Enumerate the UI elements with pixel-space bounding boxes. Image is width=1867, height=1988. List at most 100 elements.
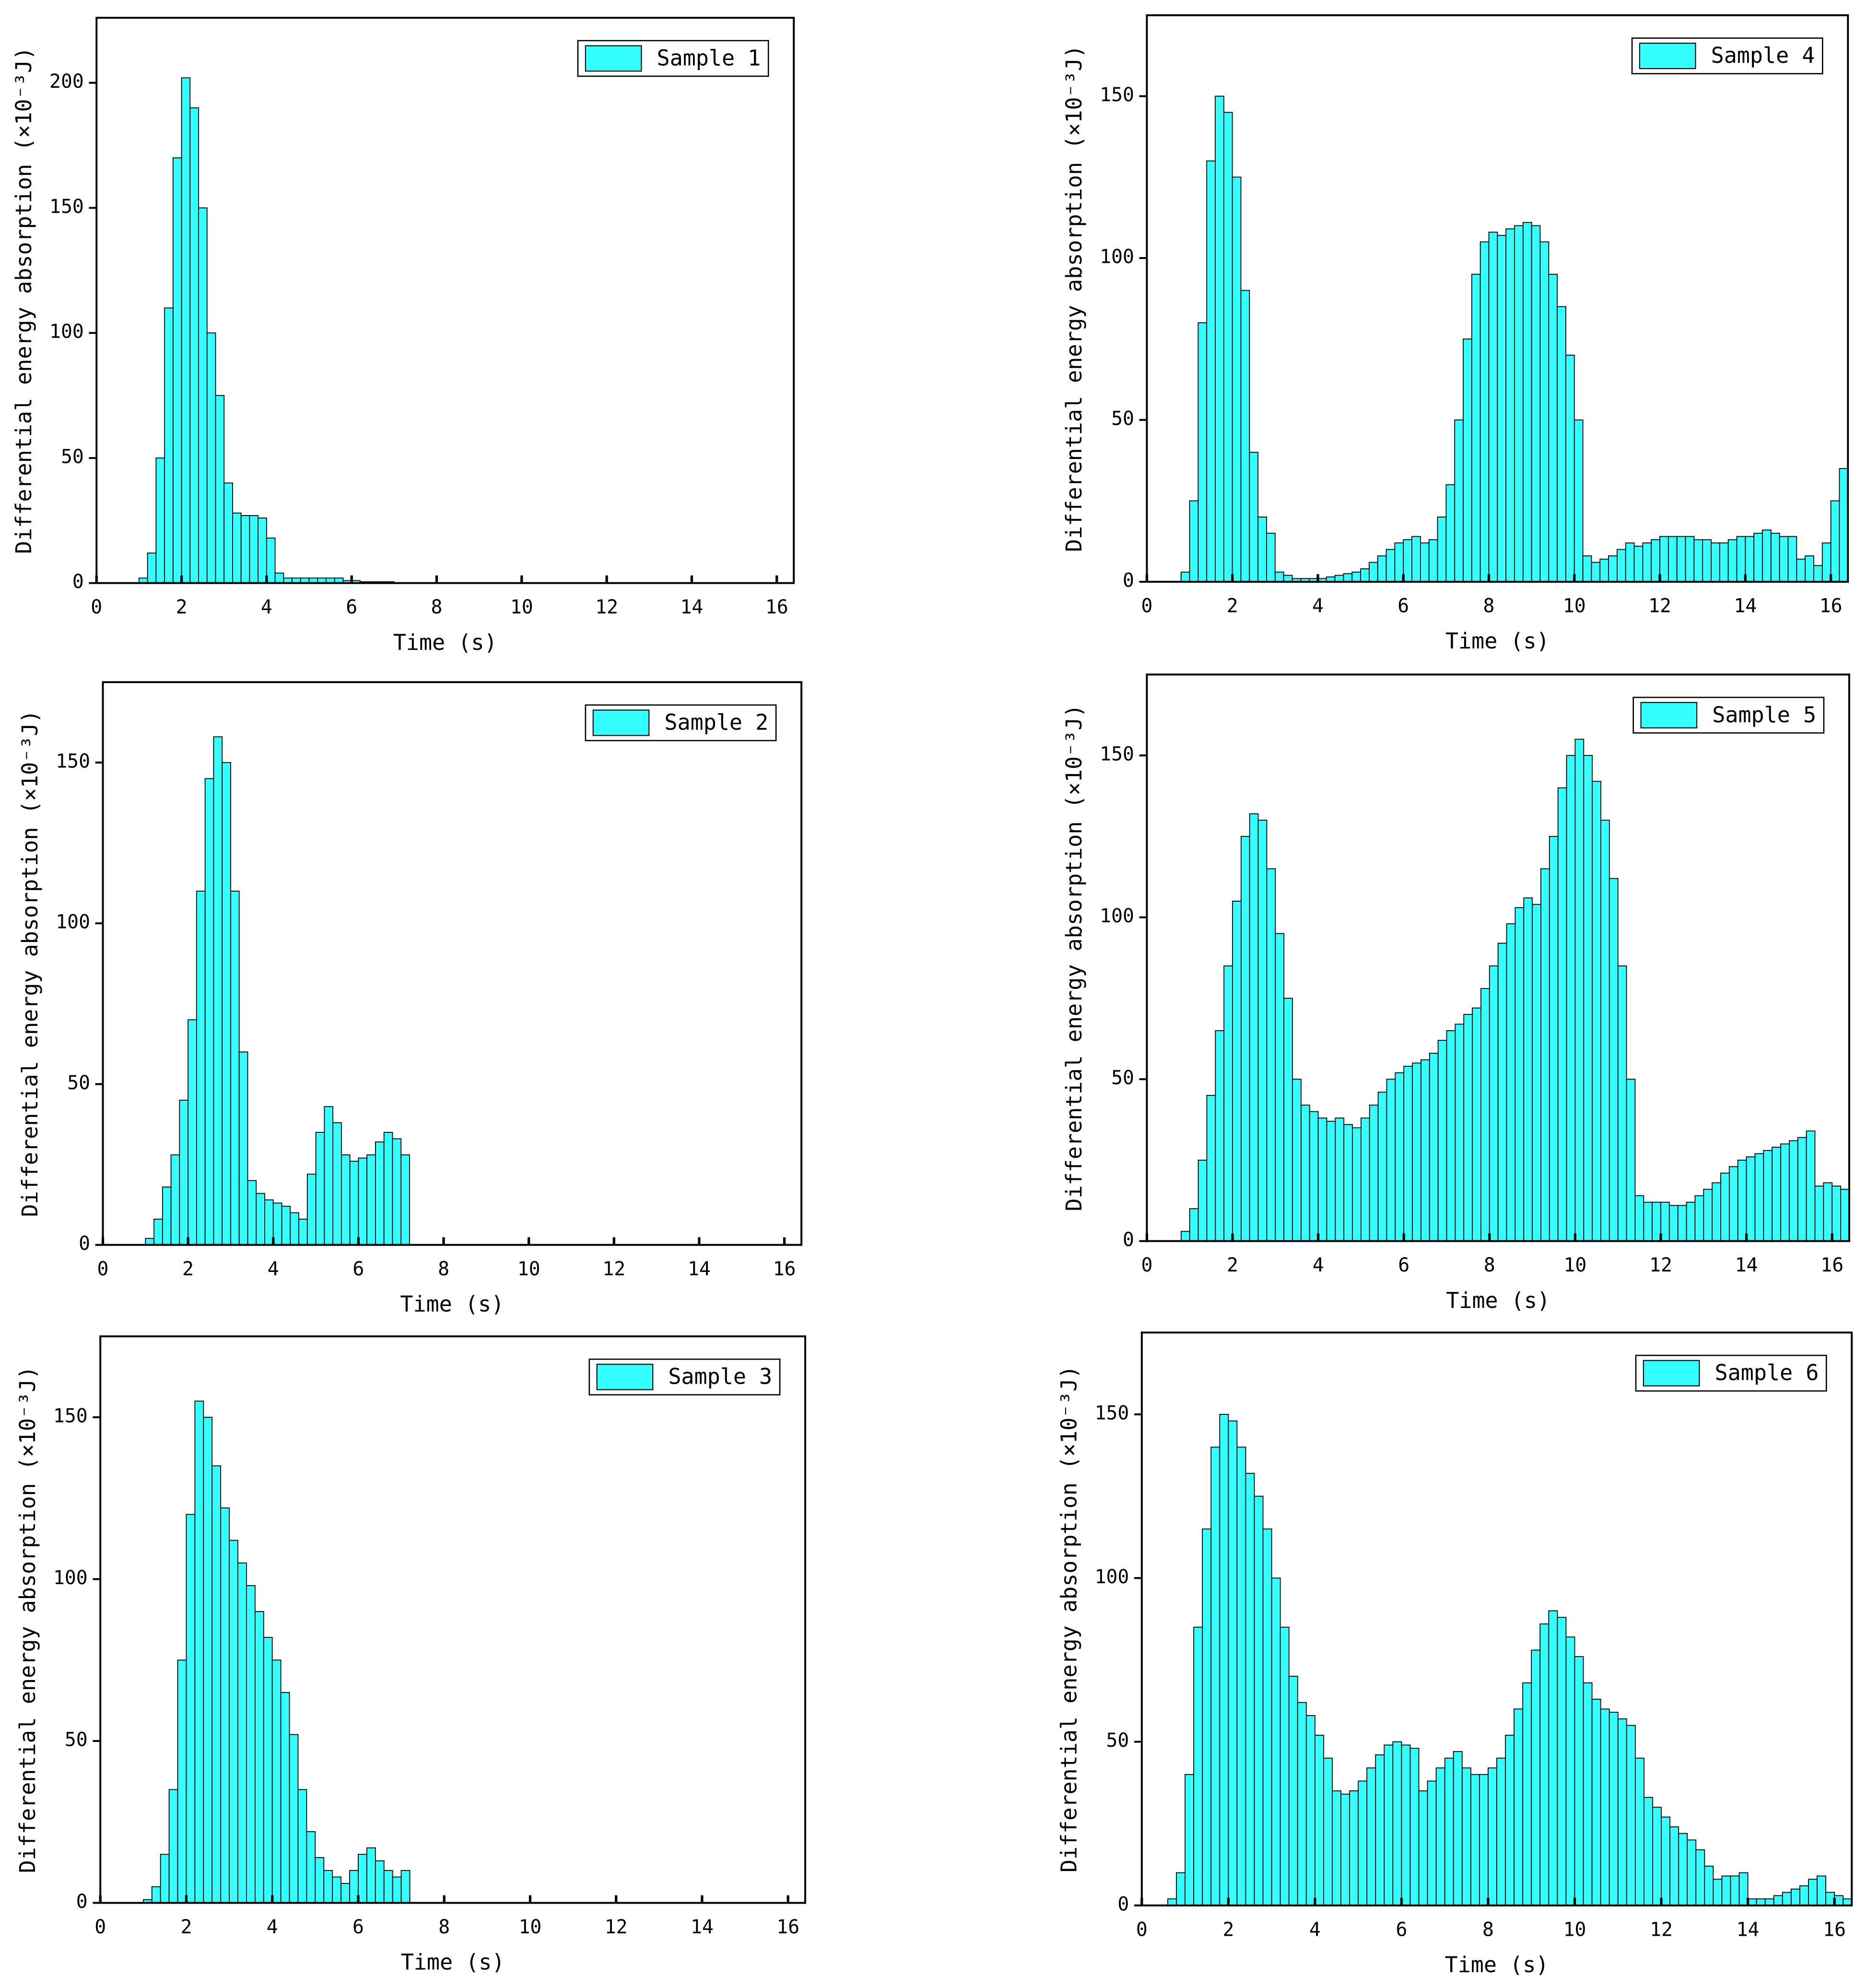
bar [1808, 1879, 1818, 1906]
bar [189, 107, 199, 584]
bar [1712, 1182, 1721, 1242]
bar [215, 395, 225, 584]
bar [1497, 235, 1507, 582]
bar [1349, 1790, 1359, 1906]
bar [1677, 1205, 1687, 1242]
bar [349, 1161, 359, 1246]
bar [1745, 536, 1755, 582]
x-tick-label: 8 [1483, 595, 1495, 617]
bar [1843, 1898, 1853, 1906]
bar [1753, 532, 1763, 582]
y-tick-label: 50 [67, 1072, 90, 1094]
y-axis-label: Differential energy absorption (×10⁻³J) [11, 47, 36, 554]
y-tick-label: 0 [76, 1891, 88, 1913]
bar [1763, 1150, 1773, 1242]
bar [1834, 1895, 1844, 1906]
x-tick-label: 10 [1563, 1918, 1586, 1941]
plot-frame [102, 681, 803, 1246]
bar [1409, 1748, 1420, 1906]
bar [1830, 500, 1840, 582]
x-tick-label: 0 [1141, 595, 1152, 617]
y-tick-label: 0 [1123, 1229, 1134, 1251]
bar [1180, 571, 1190, 582]
bar [392, 1138, 402, 1246]
bar [1659, 536, 1669, 582]
panel: 0 2 4 6 8 10 12 14 16 0 50 100 150 Time (s) Differenti… [15, 1335, 807, 1975]
bar [315, 1132, 325, 1246]
bar [254, 1611, 264, 1904]
bar [258, 518, 267, 584]
bar [1455, 1023, 1465, 1242]
bar [1300, 1105, 1310, 1242]
y-tick-label: 100 [1095, 1566, 1129, 1588]
plot-frame [95, 17, 795, 584]
bar [1369, 1105, 1379, 1242]
bar [332, 1876, 342, 1904]
bar [1608, 555, 1618, 582]
bar [1210, 1447, 1221, 1906]
y-tick-label: 100 [53, 1567, 88, 1589]
bar [1236, 1447, 1246, 1906]
panel: 0 2 4 6 8 10 12 14 16 0 50 100 150 200 Time (s) Differe… [11, 17, 795, 655]
bar [168, 1789, 178, 1904]
y-tick-label: 100 [1100, 246, 1134, 268]
bar [1386, 549, 1396, 582]
bar [213, 736, 223, 1246]
bar [1704, 1866, 1714, 1906]
bar [1738, 1872, 1749, 1906]
bar [1557, 787, 1567, 1242]
bar [1747, 1898, 1757, 1906]
bar [1799, 1885, 1809, 1906]
bar [1343, 1124, 1353, 1242]
legend-swatch [1639, 42, 1696, 70]
bar [1565, 1636, 1575, 1906]
bar [1206, 160, 1216, 582]
bar [1746, 1156, 1756, 1242]
x-tick-label: 6 [1396, 1918, 1407, 1941]
y-tick-label: 0 [72, 571, 84, 593]
bar [1232, 176, 1242, 582]
bar [1719, 542, 1729, 582]
bar [240, 515, 250, 584]
bar [1421, 1059, 1430, 1242]
bar [1782, 1892, 1792, 1906]
x-tick-label: 2 [176, 596, 188, 618]
bar [204, 778, 214, 1246]
x-tick-label: 2 [1227, 1254, 1238, 1276]
y-axis-label: Differential energy absorption (×10⁻³J) [1061, 705, 1087, 1212]
y-tick-label: 100 [56, 911, 90, 933]
bar [186, 1514, 196, 1904]
bar [1817, 1875, 1826, 1906]
x-tick-label: 4 [261, 596, 272, 618]
bar [306, 1831, 316, 1904]
bar [1454, 419, 1464, 582]
bar [375, 1860, 385, 1904]
bar [1678, 1833, 1688, 1906]
bar [1651, 539, 1660, 582]
bar [1411, 536, 1421, 582]
bar [1687, 1839, 1697, 1906]
bar [238, 1051, 248, 1246]
bar [1228, 1420, 1238, 1906]
x-tick-label: 8 [1482, 1918, 1494, 1941]
bar [1480, 241, 1490, 582]
bar [1652, 1807, 1662, 1906]
plot-frame [1140, 1331, 1853, 1906]
bar [179, 1099, 189, 1246]
bar [1386, 1079, 1396, 1242]
bar [1245, 1472, 1255, 1906]
bar [249, 515, 259, 584]
x-tick-label: 6 [346, 596, 357, 618]
bar [323, 1870, 333, 1904]
x-tick-label: 14 [681, 596, 704, 618]
bar [1617, 965, 1627, 1242]
bar [1531, 1649, 1541, 1906]
bar [1505, 228, 1515, 582]
x-tick-label: 12 [1649, 1254, 1672, 1276]
bar [1574, 739, 1585, 1242]
bar [1428, 539, 1438, 582]
bar [1727, 539, 1738, 582]
x-tick-label: 12 [1650, 1918, 1673, 1941]
bar [1790, 1888, 1800, 1906]
